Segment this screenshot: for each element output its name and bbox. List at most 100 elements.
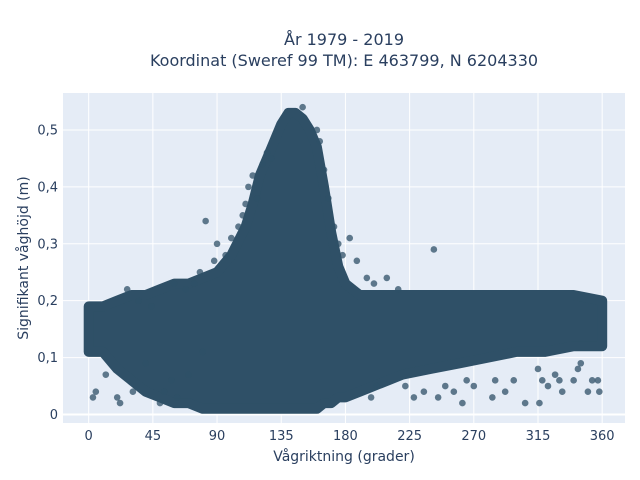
scatter-point	[190, 280, 198, 287]
scatter-point	[556, 377, 563, 384]
scatter-point	[92, 388, 100, 396]
scatter-point	[596, 388, 603, 396]
scatter-point	[370, 280, 378, 287]
scatter-point	[521, 399, 529, 407]
scatter-point	[538, 377, 546, 384]
scatter-point	[222, 251, 229, 259]
scatter-point	[463, 377, 470, 384]
scatter-point	[313, 126, 321, 134]
x-axis-title: Vågriktning (grader)	[273, 448, 415, 465]
scatter-point	[330, 223, 338, 231]
data-envelope	[83, 107, 608, 414]
scatter-point	[213, 240, 221, 248]
x-tick-label: 45	[145, 429, 162, 444]
scatter-point	[489, 394, 496, 401]
scatter-point	[430, 246, 438, 253]
scatter-point	[491, 377, 499, 384]
scatter-point	[210, 257, 218, 265]
scatter-points	[89, 103, 603, 407]
scatter-point	[113, 394, 121, 401]
scatter-point	[346, 234, 354, 242]
scatter-point	[534, 365, 542, 373]
scatter-point	[420, 388, 428, 396]
scatter-point	[170, 280, 178, 287]
chart-title-line2: Koordinat (Sweref 99 TM): E 463799, N 62…	[150, 51, 538, 70]
scatter-point	[89, 394, 97, 401]
y-axis-ticks: 0 0,1 0,2 0,3 0,4 0,5	[37, 123, 58, 422]
scatter-point	[558, 388, 566, 396]
scatter-point	[373, 382, 381, 390]
scatter-point	[235, 223, 242, 231]
scatter-point	[584, 388, 592, 396]
scatter-point	[263, 149, 271, 157]
scatter-point	[470, 382, 478, 390]
scatter-point	[536, 399, 543, 407]
scatter-point	[363, 274, 371, 282]
scatter-point	[102, 371, 110, 378]
x-tick-label: 225	[397, 429, 422, 444]
scatter-point	[450, 388, 458, 396]
x-axis-ticks: 0 45 90 135 180 225 270 315 360	[85, 429, 615, 444]
scatter-point	[249, 172, 257, 179]
scatter-point	[574, 365, 582, 373]
scatter-point	[259, 160, 266, 168]
scatter-point	[182, 285, 189, 293]
scatter-point	[501, 388, 509, 396]
scatter-point	[570, 377, 577, 384]
x-tick-label: 270	[461, 429, 486, 444]
scatter-point	[123, 285, 131, 293]
scatter-point	[577, 359, 585, 367]
scatter-point	[459, 399, 466, 407]
scatter-point	[135, 297, 142, 304]
scatter-point	[316, 138, 324, 145]
scatter-point	[253, 194, 261, 202]
scatter-point	[228, 234, 235, 242]
scatter-point	[156, 399, 164, 407]
scatter-point	[353, 257, 361, 265]
scatter-point	[367, 394, 375, 401]
scatter-point	[510, 377, 518, 384]
scatter-point	[202, 217, 209, 225]
scatter-point	[410, 394, 418, 401]
scatter-point	[196, 268, 204, 276]
scatter-point	[116, 399, 124, 407]
x-tick-label: 0	[85, 429, 93, 444]
scatter-point	[402, 382, 409, 390]
scatter-point	[544, 382, 552, 390]
scatter-point	[199, 348, 207, 356]
scatter-point	[239, 212, 247, 219]
scatter-point	[185, 371, 192, 378]
y-tick-label: 0,3	[37, 237, 58, 252]
scatter-point	[325, 194, 332, 202]
scatter-point	[129, 388, 137, 396]
chart-title-line1: År 1979 - 2019	[284, 30, 404, 49]
y-tick-label: 0,4	[37, 180, 58, 195]
scatter-point	[168, 377, 175, 384]
x-tick-label: 315	[526, 429, 551, 444]
scatter-point	[434, 394, 442, 401]
y-tick-label: 0,5	[37, 123, 58, 138]
scatter-point	[320, 166, 328, 174]
scatter-point	[160, 388, 168, 396]
scatter-point	[267, 155, 275, 162]
scatter-point	[148, 303, 155, 310]
y-axis-title: Signifikant våghöjd (m)	[15, 176, 32, 339]
scatter-point	[594, 377, 602, 384]
scatter-point	[142, 359, 150, 367]
scatter-point	[173, 394, 181, 401]
scatter-point	[299, 103, 306, 111]
scatter-point	[242, 200, 249, 208]
y-tick-label: 0	[50, 408, 58, 423]
point-cloud-envelope	[83, 107, 608, 414]
scatter-point	[588, 377, 596, 384]
y-tick-label: 0,2	[37, 294, 58, 309]
x-tick-label: 180	[333, 429, 358, 444]
y-tick-label: 0,1	[37, 351, 58, 366]
scatter-point	[394, 285, 402, 293]
scatter-point	[339, 251, 346, 259]
x-tick-label: 135	[269, 429, 294, 444]
scatter-point	[441, 382, 449, 390]
x-tick-label: 90	[209, 429, 226, 444]
scatter-point	[245, 183, 252, 191]
